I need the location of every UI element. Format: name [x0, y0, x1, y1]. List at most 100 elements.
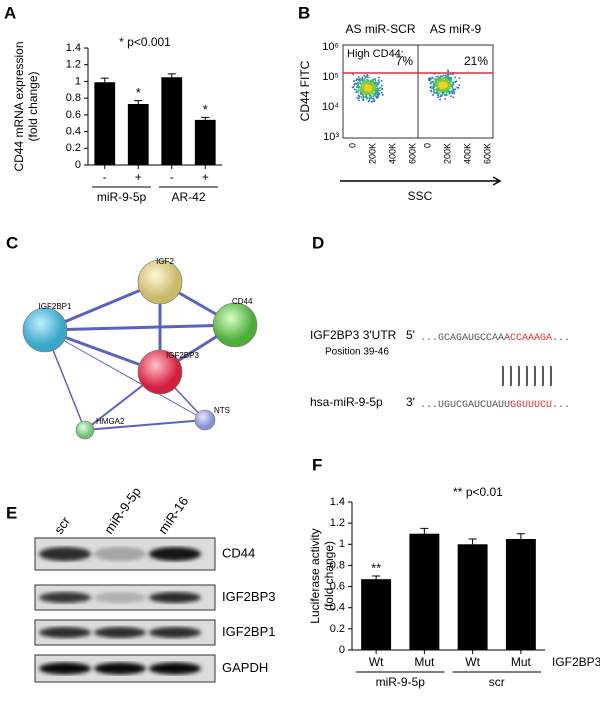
row-label: IGF2BP1	[222, 624, 275, 639]
event-dot	[361, 79, 364, 81]
bar	[457, 544, 488, 650]
event-dot	[446, 84, 448, 87]
event-dot	[374, 90, 377, 93]
y-tick-label: 0.6	[330, 580, 345, 592]
row-label: CD44	[222, 545, 255, 560]
plot-title: AS miR-SCR	[345, 22, 415, 36]
panel-label: E	[6, 503, 17, 522]
event-dot	[441, 75, 444, 78]
event-dot	[446, 69, 449, 72]
arrow	[340, 176, 502, 186]
annotation: * p<0.001	[119, 35, 171, 49]
event-dot	[436, 89, 439, 92]
event-dot	[432, 84, 435, 86]
error-bar	[134, 100, 143, 104]
event-dot	[430, 82, 433, 85]
error-bar	[167, 73, 176, 78]
event-dot	[447, 88, 450, 90]
event-dot	[367, 93, 370, 96]
event-dot	[355, 91, 358, 94]
event-dot	[380, 84, 383, 87]
group-label: scr	[489, 675, 505, 689]
event-dot	[443, 83, 446, 86]
blot-band	[94, 592, 146, 603]
row-label: IGF2BP3	[222, 589, 275, 604]
y-tick-label: 1.2	[330, 517, 345, 529]
protein-node	[137, 349, 183, 395]
blot-band	[149, 592, 201, 603]
event-dot	[374, 85, 377, 88]
event-dot	[451, 92, 454, 95]
event-dot	[435, 81, 438, 84]
event-dot	[357, 94, 360, 97]
event-dot	[449, 73, 452, 76]
event-dot	[357, 76, 360, 78]
event-dot	[365, 96, 368, 99]
event-dot	[375, 81, 377, 84]
panel-label: B	[298, 3, 310, 22]
event-dot	[367, 82, 370, 85]
y-axis-label: (fold change)	[322, 541, 336, 611]
utr-label: IGF2BP3 3'UTR	[310, 328, 397, 342]
event-dot	[364, 87, 367, 89]
event-dot	[438, 80, 441, 83]
event-dot	[356, 96, 359, 99]
event-dot	[432, 77, 435, 80]
event-dot	[366, 91, 369, 94]
y-axis-label: Luciferase activity	[308, 528, 322, 623]
event-dot	[431, 81, 434, 84]
event-dot	[370, 82, 373, 84]
event-dot	[371, 84, 374, 87]
event-dot	[361, 94, 364, 97]
event-dot	[378, 81, 381, 84]
y-tick-label: 0.2	[66, 142, 81, 154]
event-dot	[457, 87, 460, 89]
event-dot	[437, 96, 440, 99]
event-dot	[358, 86, 361, 89]
event-dot	[442, 89, 445, 92]
protein-node	[22, 307, 68, 353]
event-dot	[369, 97, 372, 100]
x-tick-label: +	[135, 170, 142, 184]
event-dot	[364, 80, 366, 83]
mir-sequence: ...UGUCGAUCUAUUGGUUUCU...	[420, 400, 570, 411]
event-dot	[447, 86, 449, 89]
event-dot	[359, 80, 361, 83]
event-dot	[360, 83, 363, 86]
event-dot	[357, 82, 360, 84]
event-dot	[428, 79, 430, 82]
event-dot	[447, 90, 450, 93]
event-dot	[452, 83, 455, 86]
event-dot	[368, 76, 371, 79]
event-dot	[366, 80, 369, 83]
mir-label: hsa-miR-9-5p	[310, 395, 383, 409]
event-dot	[439, 98, 441, 101]
event-dot	[430, 87, 433, 90]
node-label: HMGA2	[96, 417, 125, 426]
gate-label: High CD44:	[347, 48, 404, 60]
event-dot	[377, 76, 380, 79]
column-label: miR-9-5p	[101, 484, 144, 536]
event-dot	[374, 93, 377, 95]
event-dot	[445, 94, 448, 97]
event-dot	[429, 86, 432, 89]
event-dot	[438, 76, 440, 79]
event-dot	[363, 83, 366, 86]
y-tick-label: 10⁴	[322, 101, 339, 113]
event-dot	[438, 82, 441, 85]
bar	[127, 103, 149, 165]
event-dot	[452, 90, 455, 93]
blot-band	[149, 662, 201, 675]
event-dot	[368, 87, 371, 90]
blot-band	[149, 627, 201, 638]
sequence-part: ...GCAGAUGCCAAA	[420, 333, 510, 344]
event-dot	[353, 88, 356, 91]
y-tick-label: 0.8	[330, 559, 345, 571]
event-dot	[375, 96, 378, 99]
event-dot	[454, 81, 457, 83]
event-dot	[436, 91, 439, 94]
event-dot	[447, 82, 450, 85]
event-dot	[439, 84, 442, 87]
bar	[505, 539, 536, 650]
